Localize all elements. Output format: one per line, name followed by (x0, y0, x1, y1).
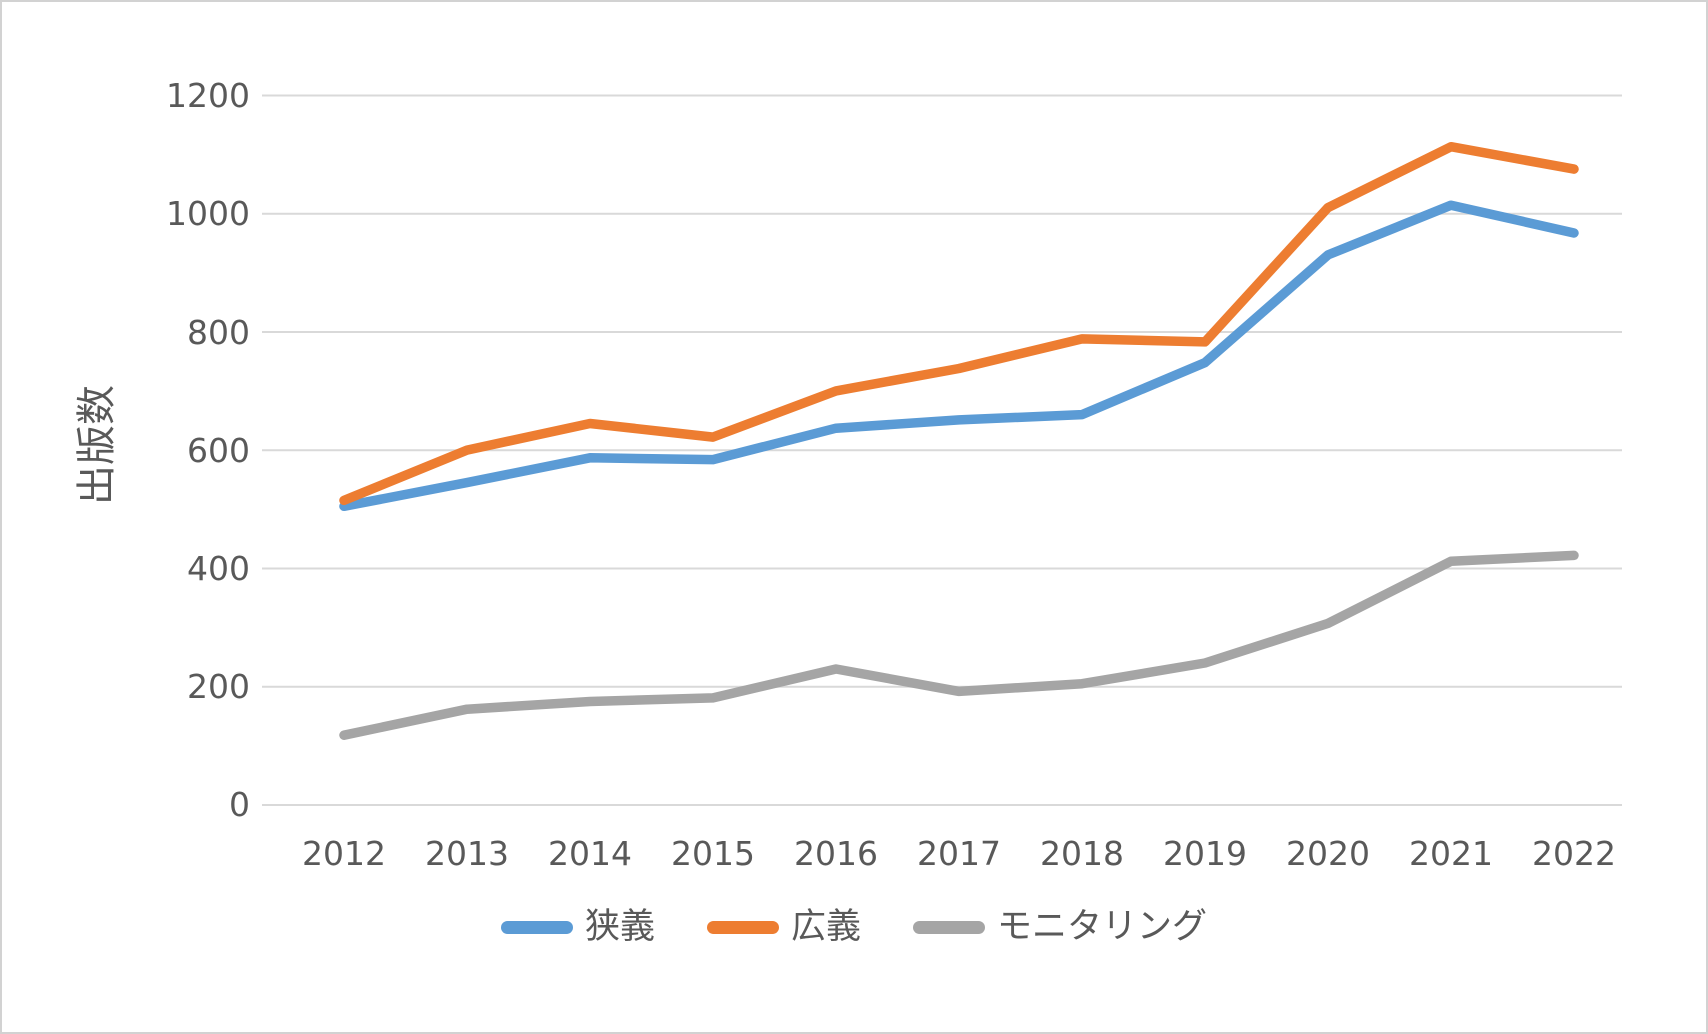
y-axis-title: 出版数 (74, 385, 120, 505)
y-tick-label: 800 (187, 313, 250, 352)
legend-swatch-icon (913, 921, 985, 934)
x-tick-label: 2022 (1532, 834, 1616, 873)
x-tick-label: 2016 (794, 834, 878, 873)
legend-label: モニタリング (997, 907, 1208, 947)
y-tick-label: 1000 (166, 194, 250, 233)
x-tick-label: 2020 (1286, 834, 1370, 873)
legend-label: 狭義 (584, 907, 655, 947)
x-tick-label: 2018 (1040, 834, 1124, 873)
series-line-1 (339, 141, 1579, 506)
y-tick-label: 1200 (166, 76, 250, 115)
y-tick-label: 400 (187, 549, 250, 588)
y-tick-label: 600 (187, 431, 250, 470)
x-tick-label: 2013 (425, 834, 509, 873)
legend-label: 広義 (790, 907, 861, 947)
y-axis-labels: 1200 1000 800 600 400 200 0 (166, 76, 250, 824)
series-line-0 (339, 200, 1579, 512)
x-tick-label: 2014 (548, 834, 632, 873)
legend-swatch-icon (500, 921, 573, 934)
y-tick-label: 0 (229, 785, 250, 824)
legend-swatch-icon (706, 921, 779, 934)
x-axis-labels: 2012 2013 2014 2015 2016 2017 2018 2019 … (302, 834, 1616, 873)
x-tick-label: 2015 (671, 834, 755, 873)
y-tick-label: 200 (187, 667, 250, 706)
x-tick-label: 2012 (302, 834, 386, 873)
legend-item-monitoring: モニタリング (913, 910, 1207, 945)
x-tick-label: 2017 (917, 834, 1001, 873)
series-line-2 (339, 550, 1579, 740)
legend-item-kyogi: 狭義 (500, 907, 655, 947)
series-lines (339, 141, 1579, 740)
legend-item-kogi: 広義 (706, 907, 861, 947)
x-tick-label: 2021 (1409, 834, 1493, 873)
legend: 狭義 広義 モニタリング (2, 910, 1706, 945)
x-tick-label: 2019 (1163, 834, 1247, 873)
